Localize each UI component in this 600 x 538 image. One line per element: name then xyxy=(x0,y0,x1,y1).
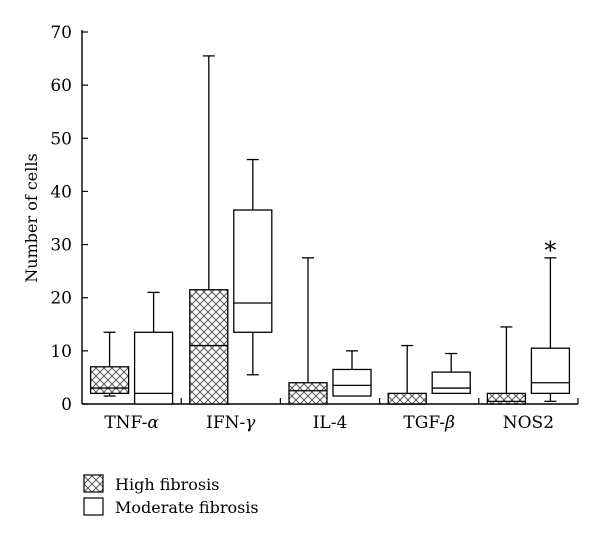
legend-label-high-fibrosis: High fibrosis xyxy=(115,475,219,494)
x-category-label: IFN-γ xyxy=(206,413,256,433)
box-moderate-fibrosis xyxy=(332,368,372,397)
y-axis-label: Number of cells xyxy=(22,153,41,282)
plot-area: 0 10 20 30 40 50 60 70 TNF-α IFN-γ IL-4 TGF-β NOS2 * xyxy=(50,23,579,433)
x-category-label: IL-4 xyxy=(313,413,348,433)
legend-swatch-high-fibrosis xyxy=(83,474,104,493)
box-moderate-fibrosis xyxy=(133,331,174,405)
y-tick-label: 10 xyxy=(50,342,72,362)
legend: High fibrosis Moderate fibrosis xyxy=(83,474,259,517)
box-moderate-fibrosis xyxy=(233,209,273,333)
significance-asterisk: * xyxy=(544,237,556,265)
y-tick-label: 20 xyxy=(50,289,72,309)
box-high-fibrosis xyxy=(387,392,427,405)
y-tick-label: 50 xyxy=(50,129,72,149)
box-high-fibrosis xyxy=(288,382,328,405)
box-moderate-fibrosis xyxy=(431,371,471,395)
box-moderate-fibrosis xyxy=(530,347,571,395)
legend-swatch-moderate-fibrosis xyxy=(83,497,104,516)
y-tick-label: 40 xyxy=(50,182,72,202)
box-high-fibrosis xyxy=(89,366,130,395)
legend-label-moderate-fibrosis: Moderate fibrosis xyxy=(115,498,259,517)
box-high-fibrosis xyxy=(189,289,229,405)
x-category-label: TGF-β xyxy=(403,413,455,433)
y-tick-label: 0 xyxy=(61,395,72,415)
y-tick-label: 30 xyxy=(50,236,72,256)
box-high-fibrosis xyxy=(486,392,527,405)
x-category-label: TNF-α xyxy=(104,413,159,433)
x-category-label: NOS2 xyxy=(503,413,554,433)
y-tick-label: 60 xyxy=(50,76,72,96)
y-tick-label: 70 xyxy=(50,23,72,43)
